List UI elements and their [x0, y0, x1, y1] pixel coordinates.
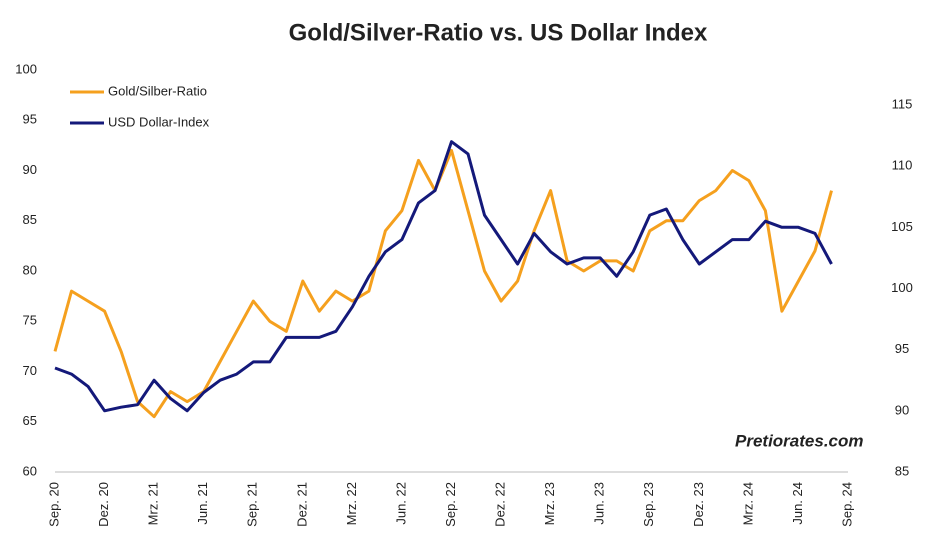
legend-label: USD Dollar-Index: [108, 114, 210, 129]
y2-tick-label: 100: [891, 280, 913, 295]
y2-tick-label: 110: [892, 158, 913, 173]
y-tick-label: 100: [15, 61, 37, 76]
series-line: [53, 148, 833, 419]
x-tick-label: Jun. 24: [790, 482, 805, 525]
y-tick-label: 85: [23, 212, 37, 227]
y-tick-label: 80: [23, 262, 37, 277]
x-tick-label: Sep. 23: [641, 482, 656, 527]
legend-label: Gold/Silber-Ratio: [108, 83, 207, 98]
watermark: Pretiorates.com: [735, 431, 864, 450]
x-tick-label: Sep. 22: [443, 482, 458, 527]
x-tick-label: Mrz. 24: [740, 482, 755, 525]
x-tick-label: Dez. 20: [96, 482, 111, 527]
x-tick-label: Mrz. 21: [146, 482, 161, 525]
x-tick-label: Dez. 23: [691, 482, 706, 527]
x-tick-label: Jun. 21: [195, 482, 210, 525]
series-line: [54, 140, 833, 413]
chart-title: Gold/Silver-Ratio vs. US Dollar Index: [289, 19, 708, 46]
y2-tick-label: 85: [895, 463, 909, 478]
x-tick-label: Sep. 21: [245, 482, 260, 527]
y-tick-label: 90: [23, 162, 37, 177]
y2-tick-label: 95: [895, 341, 909, 356]
x-tick-label: Sep. 20: [46, 482, 61, 527]
x-tick-label: Dez. 22: [493, 482, 508, 527]
y-tick-label: 60: [23, 463, 37, 478]
x-tick-label: Jun. 23: [592, 482, 607, 525]
y-tick-label: 75: [23, 313, 37, 328]
y-tick-label: 70: [23, 363, 37, 378]
y-tick-label: 65: [23, 413, 37, 428]
x-tick-label: Dez. 21: [294, 482, 309, 527]
x-tick-label: Mrz. 23: [542, 482, 557, 525]
y2-tick-label: 90: [895, 402, 909, 417]
x-tick-label: Mrz. 22: [344, 482, 359, 525]
x-tick-label: Jun. 22: [393, 482, 408, 525]
y2-tick-label: 115: [892, 96, 913, 111]
y-tick-label: 95: [23, 112, 37, 127]
y2-tick-label: 105: [891, 219, 913, 234]
x-tick-label: Sep. 24: [839, 482, 854, 527]
